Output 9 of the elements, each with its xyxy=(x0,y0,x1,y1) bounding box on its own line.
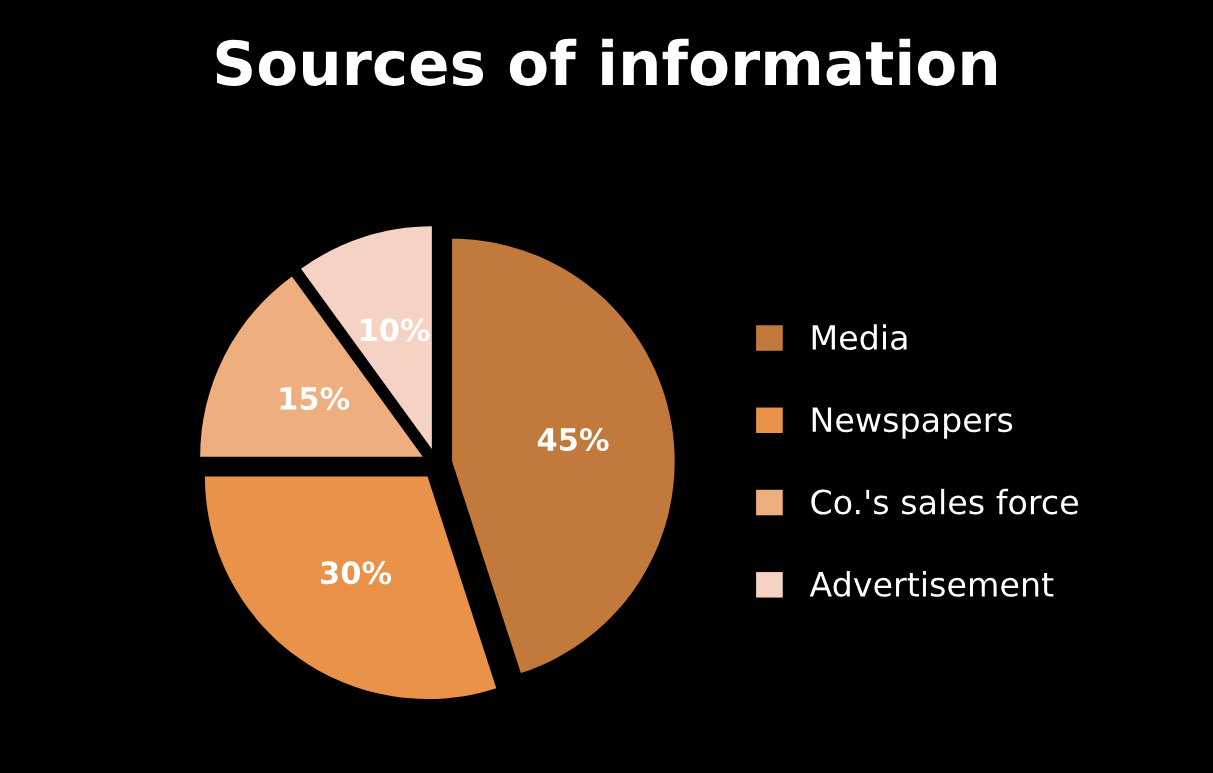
data-label: 10% xyxy=(360,318,430,342)
legend-label: Newspapers xyxy=(812,407,1013,439)
legend-label: Advertisement xyxy=(809,571,1054,597)
data-label: 15% xyxy=(280,386,350,410)
data-label: 45% xyxy=(537,427,609,452)
legend-label: Media xyxy=(812,324,907,351)
chart-title: Sources of information xyxy=(216,38,996,86)
legend-label: Co.'s sales force xyxy=(811,488,1078,515)
data-label: 30% xyxy=(321,561,392,585)
